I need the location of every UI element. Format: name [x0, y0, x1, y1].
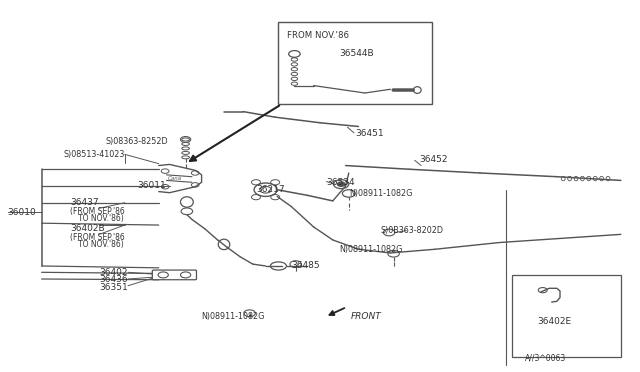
FancyBboxPatch shape — [152, 270, 196, 280]
Text: N)08911-1082G: N)08911-1082G — [202, 312, 265, 321]
Text: N)08911-1082G: N)08911-1082G — [349, 189, 412, 198]
Text: (FROM SEP.'86: (FROM SEP.'86 — [70, 207, 125, 216]
FancyBboxPatch shape — [278, 22, 432, 104]
Text: 36485: 36485 — [291, 262, 320, 270]
Text: 36402B: 36402B — [70, 224, 105, 233]
Text: Cana: Cana — [168, 176, 182, 181]
Text: 36010: 36010 — [8, 208, 36, 217]
Text: 36011: 36011 — [138, 182, 166, 190]
FancyBboxPatch shape — [512, 275, 621, 357]
Text: A//3^0063: A//3^0063 — [525, 353, 566, 362]
Text: 36351: 36351 — [99, 283, 128, 292]
Text: N)08911-1082G: N)08911-1082G — [339, 245, 403, 254]
Text: FRONT: FRONT — [351, 312, 381, 321]
Text: S)08513-41023: S)08513-41023 — [64, 150, 125, 159]
Text: S)0B363-8202D: S)0B363-8202D — [381, 226, 444, 235]
Text: 36534: 36534 — [326, 178, 355, 187]
Text: 36436: 36436 — [99, 275, 128, 284]
Text: TO NOV.'86): TO NOV.'86) — [78, 214, 124, 223]
Text: FROM NOV.'86: FROM NOV.'86 — [287, 31, 349, 40]
Text: 36437: 36437 — [70, 198, 99, 207]
Text: 36452: 36452 — [419, 155, 448, 164]
Text: TO NOV.'86): TO NOV.'86) — [78, 240, 124, 249]
Text: 36451: 36451 — [355, 129, 384, 138]
Text: (FROM SEP.'86: (FROM SEP.'86 — [70, 233, 125, 242]
Text: S)08363-8252D: S)08363-8252D — [106, 137, 168, 146]
Text: 36402: 36402 — [99, 268, 128, 277]
Circle shape — [337, 182, 345, 186]
Text: 36402E: 36402E — [538, 317, 572, 326]
Text: 36544B: 36544B — [339, 49, 374, 58]
Text: 36217: 36217 — [256, 185, 285, 194]
